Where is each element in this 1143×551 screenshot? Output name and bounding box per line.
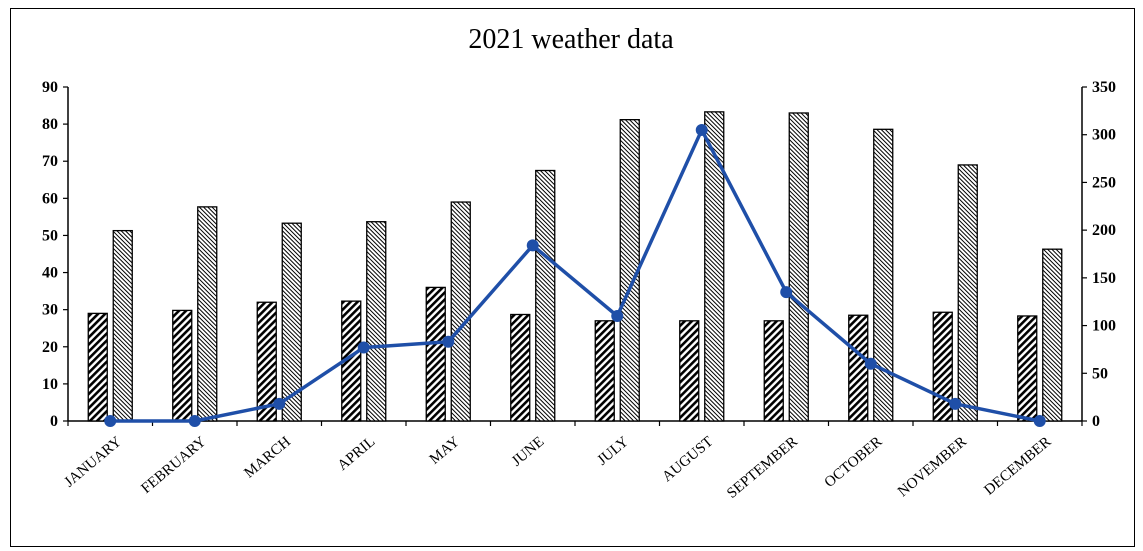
line-point-0 xyxy=(104,415,117,427)
bars xyxy=(87,111,1063,422)
line-point-8 xyxy=(780,286,793,299)
chart-title: 2021 weather data xyxy=(468,24,674,55)
right-tick-label: 0 xyxy=(1092,413,1100,430)
category-label: JULY xyxy=(595,434,632,469)
line-point-6 xyxy=(611,310,624,323)
category-label: DECEMBER xyxy=(981,434,1054,499)
category-label: OCTOBER xyxy=(822,434,886,491)
line-point-7 xyxy=(695,123,708,136)
bar-series1-9 xyxy=(848,314,869,422)
bar-series1-0 xyxy=(87,312,108,422)
left-tick-label: 20 xyxy=(42,339,58,356)
bar-series1-6 xyxy=(594,320,615,422)
left-tick-label: 60 xyxy=(42,190,58,207)
right-tick-label: 250 xyxy=(1092,174,1116,191)
right-tick-label: 100 xyxy=(1092,318,1116,335)
left-tick-label: 30 xyxy=(42,302,58,319)
line-point-2 xyxy=(273,397,286,410)
line-point-3 xyxy=(357,341,370,354)
line-point-5 xyxy=(526,239,539,252)
left-tick-label: 40 xyxy=(42,265,58,282)
right-tick-label: 50 xyxy=(1092,365,1108,382)
line-point-1 xyxy=(188,415,201,427)
rainfall-line xyxy=(104,123,1046,427)
bar-series2-3 xyxy=(366,221,387,422)
category-label: APRIL xyxy=(335,434,378,474)
category-label: SEPTEMBER xyxy=(724,434,801,502)
category-label: JUNE xyxy=(509,434,547,470)
left-tick-label: 10 xyxy=(42,376,58,393)
left-tick-label: 50 xyxy=(42,227,58,244)
bar-series2-8 xyxy=(788,112,809,422)
right-tick-label: 300 xyxy=(1092,127,1116,144)
bar-series1-2 xyxy=(256,301,277,422)
category-label: AUGUST xyxy=(659,434,716,485)
bar-series1-4 xyxy=(425,286,446,422)
bar-series2-9 xyxy=(873,128,894,422)
category-label: MARCH xyxy=(241,434,294,482)
axes: 0 10 20 30 40 50 60 70 80 90 0 50 100 150 200 250 300 350 xyxy=(42,79,1116,430)
bar-series2-7 xyxy=(704,111,725,422)
bar-series2-11 xyxy=(1042,248,1063,422)
line-point-9 xyxy=(864,357,877,370)
line-point-11 xyxy=(1033,415,1046,427)
bar-series1-5 xyxy=(510,313,531,422)
bar-series2-2 xyxy=(281,222,302,422)
bar-series2-10 xyxy=(957,164,978,422)
line-series xyxy=(110,128,1041,423)
bar-series2-1 xyxy=(197,206,218,422)
left-tick-label: 0 xyxy=(50,413,58,430)
line-point-4 xyxy=(442,335,455,348)
right-tick-label: 200 xyxy=(1092,222,1116,239)
bar-series2-4 xyxy=(450,201,471,422)
left-tick-label: 70 xyxy=(42,153,58,170)
bar-series1-1 xyxy=(172,309,193,422)
bar-series1-8 xyxy=(763,320,784,422)
right-tick-label: 350 xyxy=(1092,79,1116,96)
category-label: FEBRUARY xyxy=(138,434,209,497)
left-tick-label: 80 xyxy=(42,116,58,133)
bar-series2-5 xyxy=(535,169,556,422)
bar-series1-11 xyxy=(1017,315,1038,422)
left-tick-label: 90 xyxy=(42,79,58,96)
bar-series1-7 xyxy=(679,320,700,422)
category-label: NOVEMBER xyxy=(895,434,970,500)
category-label: JANUARY xyxy=(62,434,125,491)
category-label: MAY xyxy=(427,434,463,468)
bar-series2-0 xyxy=(112,229,133,422)
right-tick-label: 150 xyxy=(1092,270,1116,287)
line-point-10 xyxy=(949,397,962,410)
category-labels: JANUARY FEBRUARY MARCH APRIL MAY JUNE JULY AUGU… xyxy=(62,434,1055,502)
